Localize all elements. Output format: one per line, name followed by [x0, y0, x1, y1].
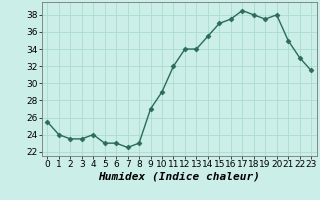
X-axis label: Humidex (Indice chaleur): Humidex (Indice chaleur) — [98, 172, 260, 182]
